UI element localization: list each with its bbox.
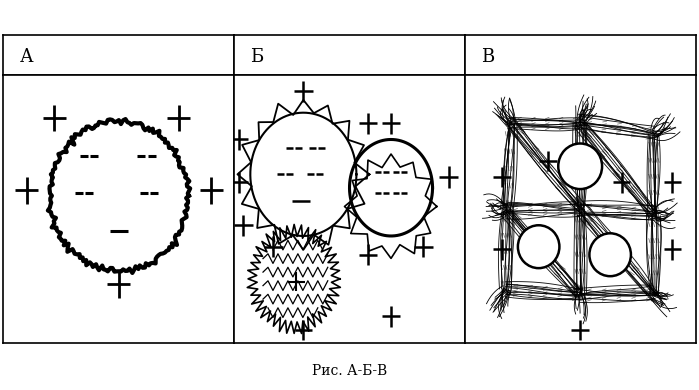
Text: А: А xyxy=(20,48,34,66)
Ellipse shape xyxy=(518,225,559,268)
Ellipse shape xyxy=(559,144,602,189)
Text: Рис. А-Б-В: Рис. А-Б-В xyxy=(312,364,387,378)
Text: Б: Б xyxy=(250,48,264,66)
Text: В: В xyxy=(481,48,494,66)
Ellipse shape xyxy=(589,233,631,276)
